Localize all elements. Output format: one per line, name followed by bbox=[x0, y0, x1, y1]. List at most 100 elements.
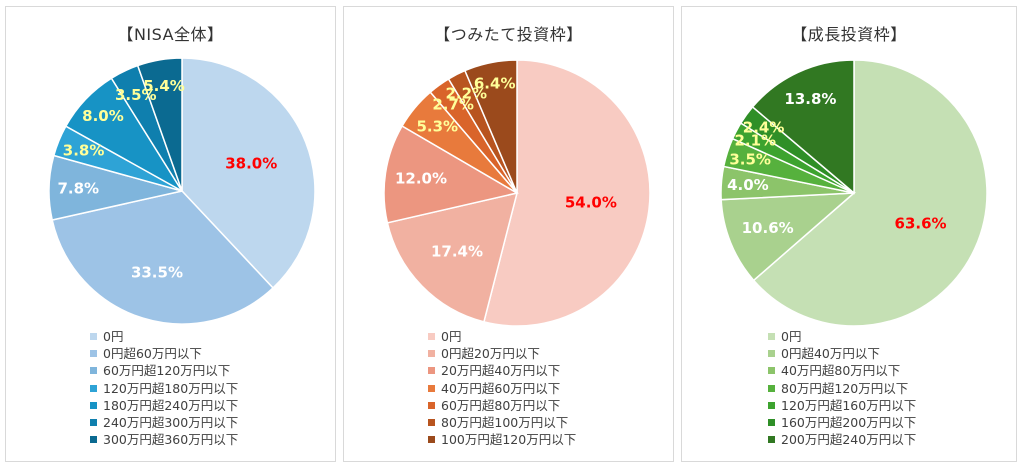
chart-legend: 0円 0円超20万円以下 20万円超40万円以下 40万円超60万円以下 60万円超80… bbox=[428, 328, 576, 448]
legend-label: 20万円超40万円以下 bbox=[441, 363, 561, 379]
legend-swatch bbox=[90, 401, 97, 409]
pie-data-label: 8.0% bbox=[82, 107, 124, 125]
pie-data-label: 38.0% bbox=[225, 155, 277, 173]
legend-item: 100万円超120万円以下 bbox=[428, 431, 576, 448]
legend-item: 80万円超120万円以下 bbox=[768, 380, 916, 397]
legend-swatch bbox=[90, 367, 97, 375]
pie-data-label: 2.2% bbox=[445, 84, 487, 102]
legend-item: 40万円超60万円以下 bbox=[428, 380, 576, 397]
legend-swatch bbox=[428, 384, 435, 392]
pie-data-label: 2.1% bbox=[734, 132, 776, 150]
legend-item: 120万円超160万円以下 bbox=[768, 397, 916, 414]
chart-legend: 0円 0円超60万円以下 60万円超120万円以下 120万円超180万円以下 180万… bbox=[90, 328, 238, 448]
legend-item: 0円 bbox=[428, 328, 576, 345]
pie-data-label: 12.0% bbox=[395, 169, 447, 187]
pie-data-label: 7.8% bbox=[57, 179, 99, 197]
legend-label: 100万円超120万円以下 bbox=[441, 432, 577, 448]
legend-swatch bbox=[428, 333, 435, 340]
pie-data-label: 4.0% bbox=[727, 176, 769, 194]
pie-slice bbox=[181, 57, 316, 290]
legend-item: 180万円超240万円以下 bbox=[90, 397, 238, 414]
legend-item: 300万円超360万円以下 bbox=[90, 431, 238, 448]
legend-swatch bbox=[90, 350, 97, 358]
legend-item: 120万円超180万円以下 bbox=[90, 380, 238, 397]
legend-swatch bbox=[768, 333, 775, 340]
pie-slice bbox=[383, 124, 520, 224]
legend-label: 240万円超300万円以下 bbox=[103, 414, 239, 430]
legend-item: 0円超60万円以下 bbox=[90, 345, 238, 362]
legend-label: 0円超60万円以下 bbox=[103, 346, 202, 362]
legend-item: 0円超40万円以下 bbox=[768, 345, 916, 362]
legend-label: 120万円超180万円以下 bbox=[103, 380, 239, 396]
legend-swatch bbox=[768, 367, 775, 375]
legend-label: 120万円超160万円以下 bbox=[781, 397, 917, 413]
chart-title: 【NISA全体】 bbox=[117, 25, 224, 44]
pie-data-label: 13.8% bbox=[784, 90, 836, 108]
legend-label: 0円 bbox=[103, 329, 124, 344]
pie-data-label: 17.4% bbox=[431, 242, 483, 260]
chart-panel-nisa-total: 【NISA全体】 38.0% 33.5% 7.8% 3.8% 8.0% 3.5% 5.4% … bbox=[5, 6, 336, 462]
legend-label: 300万円超360万円以下 bbox=[103, 432, 239, 448]
pie-slice bbox=[751, 59, 855, 195]
legend-swatch bbox=[768, 350, 775, 358]
legend-item: 0円超20万円以下 bbox=[428, 345, 576, 362]
legend-item: 0円 bbox=[90, 328, 238, 345]
pie-slice bbox=[136, 57, 183, 192]
legend-item: 0円 bbox=[768, 328, 916, 345]
legend-label: 0円超20万円以下 bbox=[441, 346, 540, 362]
legend-swatch bbox=[768, 384, 775, 392]
pie-data-label: 5.4% bbox=[143, 77, 185, 95]
legend-item: 20万円超40万円以下 bbox=[428, 362, 576, 379]
pie-data-label: 3.5% bbox=[115, 86, 157, 104]
legend-label: 180万円超240万円以下 bbox=[103, 397, 239, 413]
legend-swatch bbox=[768, 418, 775, 426]
pie-slice bbox=[720, 192, 857, 282]
legend-item: 240万円超300万円以下 bbox=[90, 414, 238, 431]
pie-data-label: 10.6% bbox=[742, 219, 794, 237]
legend-swatch bbox=[428, 401, 435, 409]
pie-slice bbox=[463, 59, 518, 194]
pie-slice bbox=[483, 59, 651, 327]
legend-label: 40万円超80万円以下 bbox=[781, 363, 901, 379]
legend-swatch bbox=[90, 384, 97, 392]
legend-swatch bbox=[90, 333, 97, 340]
chart-panel-tsumitate: 【つみたて投資枠】 54.0% 17.4% 12.0% 5.3% 2.7% 2.2% 6.4… bbox=[343, 6, 674, 462]
chart-legend: 0円 0円超40万円以下 40万円超80万円以下 80万円超120万円以下 120万円超… bbox=[768, 328, 916, 448]
legend-label: 80万円超120万円以下 bbox=[781, 380, 909, 396]
legend-item: 40万円超80万円以下 bbox=[768, 362, 916, 379]
legend-swatch bbox=[428, 436, 435, 444]
legend-label: 160万円超200万円以下 bbox=[781, 414, 917, 430]
chart-panel-growth: 【成長投資枠】 63.6% 10.6% 4.0% 3.5% 2.1% 2.4% 13.8% … bbox=[681, 6, 1017, 462]
pie-data-label: 2.7% bbox=[432, 96, 474, 114]
pie-data-label: 54.0% bbox=[565, 193, 617, 211]
pie-slice bbox=[51, 190, 275, 325]
legend-label: 60万円超80万円以下 bbox=[441, 397, 561, 413]
pie-data-label: 33.5% bbox=[131, 263, 183, 281]
pie-data-label: 6.4% bbox=[474, 75, 516, 93]
legend-item: 200万円超240万円以下 bbox=[768, 431, 916, 448]
pie-data-label: 2.4% bbox=[743, 118, 785, 136]
pie-data-label: 5.3% bbox=[416, 118, 458, 136]
chart-title: 【つみたて投資枠】 bbox=[434, 25, 583, 44]
pie-slice bbox=[386, 191, 519, 323]
legend-swatch bbox=[90, 436, 97, 444]
pie-data-label: 3.5% bbox=[729, 151, 771, 169]
legend-swatch bbox=[90, 418, 97, 426]
legend-label: 0円超40万円以下 bbox=[781, 346, 880, 362]
legend-swatch bbox=[428, 367, 435, 375]
legend-label: 200万円超240万円以下 bbox=[781, 432, 917, 448]
legend-item: 80万円超100万円以下 bbox=[428, 414, 576, 431]
pie-slice bbox=[752, 59, 988, 327]
legend-item: 60万円超120万円以下 bbox=[90, 362, 238, 379]
legend-label: 40万円超60万円以下 bbox=[441, 380, 561, 396]
pie-chart: 54.0% 17.4% 12.0% 5.3% 2.7%2.2%6.4% bbox=[383, 59, 651, 327]
pie-chart: 63.6% 10.6% 4.0% 3.5%2.1%2.4% 13.8% bbox=[720, 59, 988, 327]
legend-swatch bbox=[768, 401, 775, 409]
pie-data-label: 63.6% bbox=[895, 214, 947, 232]
pie-data-label: 3.8% bbox=[63, 142, 105, 160]
legend-item: 160万円超200万円以下 bbox=[768, 414, 916, 431]
legend-swatch bbox=[768, 436, 775, 444]
chart-title: 【成長投資枠】 bbox=[791, 25, 907, 44]
legend-label: 80万円超100万円以下 bbox=[441, 414, 569, 430]
legend-label: 60万円超120万円以下 bbox=[103, 363, 231, 379]
